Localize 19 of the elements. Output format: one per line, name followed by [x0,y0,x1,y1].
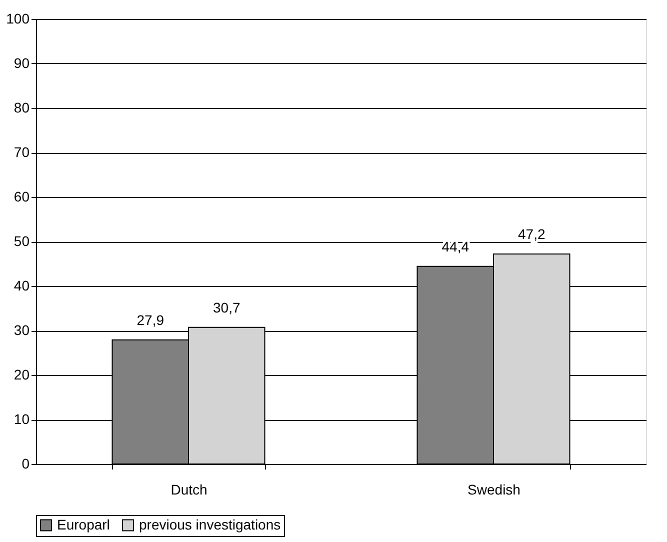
y-tick-label: 50 [14,233,30,249]
y-tick-label: 10 [14,411,30,427]
y-tick-label: 60 [14,188,30,204]
y-tick-label: 40 [14,278,30,294]
legend-label: previous investigations [139,516,281,532]
data-label: 27,9 [136,312,164,328]
y-tick-label: 20 [14,366,30,382]
y-tick-label: 100 [6,10,30,26]
x-tick-label: Dutch [170,482,208,498]
data-label: 44,4 [442,238,470,254]
x-tick-label: Swedish [468,482,520,498]
y-tick-label: 80 [14,100,30,116]
legend-label: Europarl [57,516,110,532]
y-tick-label: 0 [22,456,30,472]
y-tick-label: 30 [14,322,30,338]
data-label: 30,7 [213,299,240,316]
y-tick-label: 70 [14,144,30,160]
y-tick-label: 90 [14,55,30,71]
data-label: 47,2 [518,226,546,242]
